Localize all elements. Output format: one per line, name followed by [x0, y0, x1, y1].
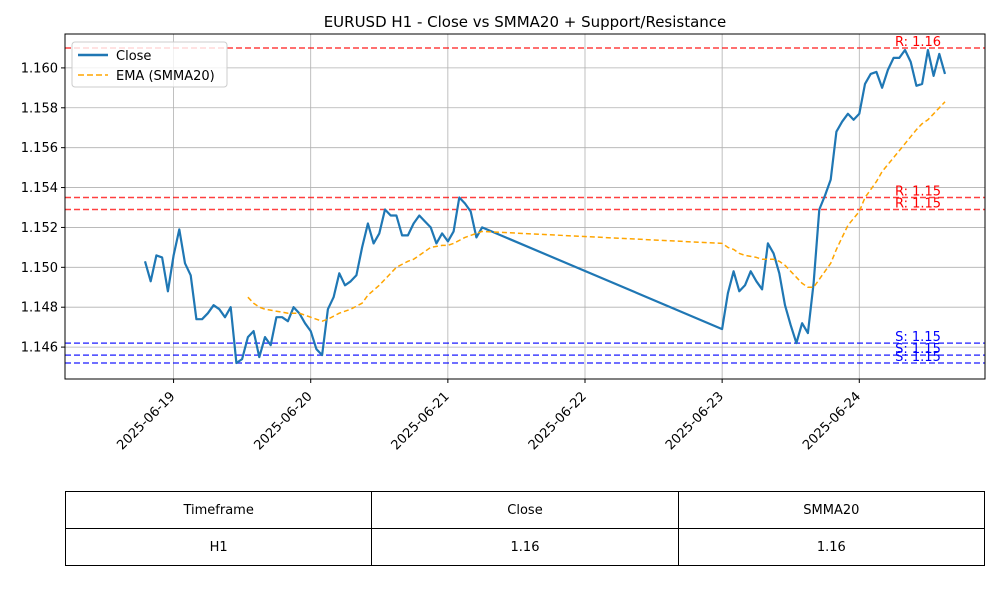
series-line-smma20 — [247, 101, 946, 322]
y-tick-label: 1.150 — [21, 261, 58, 276]
table-header-cell: SMMA20 — [677, 491, 986, 529]
resistance-label: R: 1.15 — [895, 185, 941, 200]
legend-label-smma20: EMA (SMMA20) — [116, 69, 215, 84]
y-axis: 1.146 1.148 1.150 1.152 1.154 1.156 1.158 1.160 — [21, 61, 65, 356]
legend: Close EMA (SMMA20) — [71, 41, 228, 88]
y-tick-label: 1.146 — [21, 341, 58, 356]
resistance-label: R: 1.16 — [895, 35, 941, 50]
table-cell: H1 — [64, 528, 373, 566]
x-tick-label: 2025-06-22 — [526, 389, 590, 453]
legend-label-close: Close — [116, 49, 151, 64]
plot-frame — [64, 33, 986, 380]
x-axis: 2025-06-19 2025-06-20 2025-06-21 2025-06-22… — [114, 379, 864, 453]
grid — [65, 34, 985, 379]
table-cell: 1.16 — [371, 528, 679, 566]
resistance-label: R: 1.15 — [895, 196, 941, 211]
y-tick-label: 1.160 — [21, 61, 58, 76]
table-header-cell: Close — [371, 491, 679, 529]
plot-area: R: 1.16R: 1.15R: 1.15S: 1.15S: 1.15S: 1.… — [21, 33, 986, 453]
y-tick-label: 1.156 — [21, 141, 58, 156]
support-label: S: 1.15 — [895, 330, 941, 345]
table-header-cell: Timeframe — [64, 491, 373, 529]
table-row: H1 1.16 1.16 — [64, 528, 986, 566]
plot-frame-bg — [65, 34, 985, 379]
series-lines — [143, 48, 947, 365]
table-cell: 1.16 — [677, 528, 986, 566]
support-resistance-lines — [65, 47, 985, 364]
x-tick-label: 2025-06-20 — [252, 389, 316, 453]
series-line-close — [143, 48, 947, 365]
support-label: S: 1.15 — [895, 342, 941, 357]
y-tick-label: 1.152 — [21, 221, 58, 236]
x-tick-label: 2025-06-24 — [800, 389, 864, 453]
support-label: S: 1.15 — [895, 350, 941, 365]
summary-table: Timeframe Close SMMA20 H1 1.16 1.16 — [64, 491, 986, 566]
x-tick-label: 2025-06-21 — [389, 389, 453, 453]
table-header-row: Timeframe Close SMMA20 — [64, 491, 986, 529]
x-tick-label: 2025-06-23 — [663, 389, 727, 453]
level-labels: R: 1.16R: 1.15R: 1.15S: 1.15S: 1.15S: 1.… — [895, 35, 941, 365]
y-tick-label: 1.154 — [21, 181, 58, 196]
chart-title: EURUSD H1 - Close vs SMMA20 + Support/Re… — [324, 13, 727, 31]
legend-box — [71, 41, 228, 88]
y-tick-label: 1.148 — [21, 301, 58, 316]
y-tick-label: 1.158 — [21, 101, 58, 116]
x-tick-label: 2025-06-19 — [114, 389, 178, 453]
